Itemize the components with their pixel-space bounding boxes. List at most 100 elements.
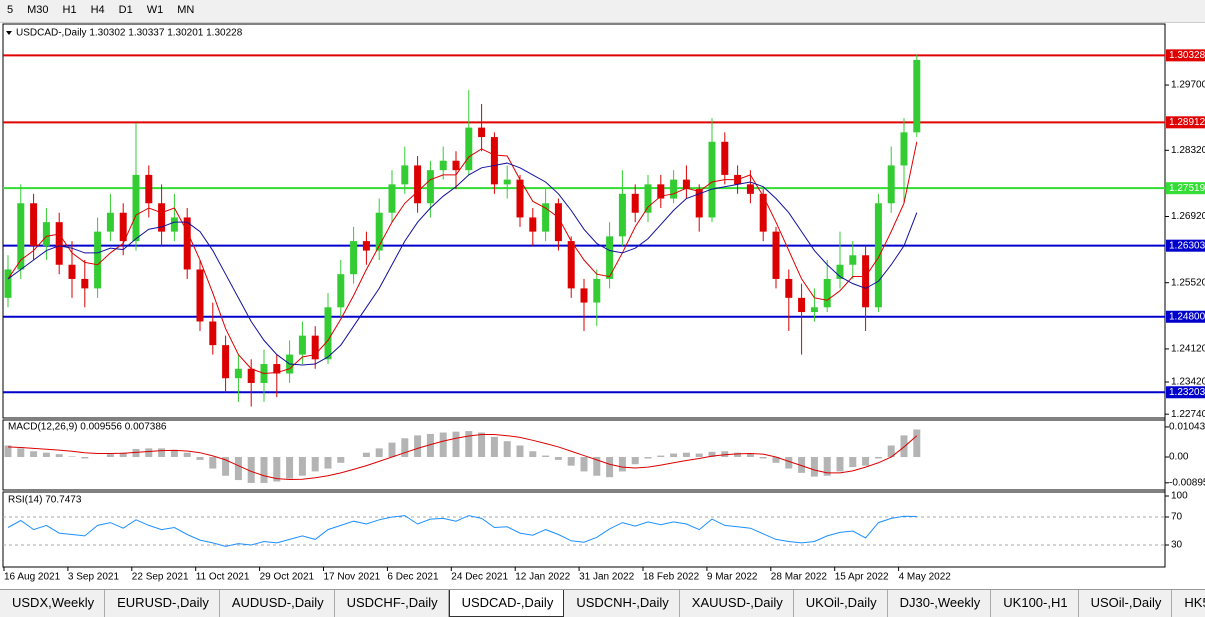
- macd-bar: [209, 457, 217, 469]
- macd-label: MACD(12,26,9) 0.009556 0.007386: [8, 422, 167, 433]
- y-tick-label: 1.22740: [1171, 409, 1205, 420]
- macd-bar: [670, 453, 678, 458]
- y-tick-label: 1.26920: [1171, 211, 1205, 222]
- candle-body: [772, 231, 780, 279]
- level-tag: [1166, 386, 1205, 399]
- timeframe-button[interactable]: 5: [7, 4, 14, 16]
- chart-tab[interactable]: USDCAD-,Daily: [448, 590, 565, 617]
- timeframe-button[interactable]: H1: [62, 4, 77, 16]
- candle-body: [503, 179, 511, 185]
- candle-body: [542, 203, 550, 232]
- y-tick-label: 0.00: [1169, 452, 1189, 463]
- y-tick-label: 1.28320: [1171, 145, 1205, 156]
- candle-body: [836, 264, 844, 279]
- candle-body: [567, 241, 575, 289]
- macd-bar: [490, 436, 498, 458]
- candle-body: [42, 222, 50, 246]
- candle-body: [887, 165, 895, 204]
- candle-body: [644, 184, 652, 213]
- macd-bar: [132, 448, 140, 458]
- chart-tab[interactable]: EURUSD-,Daily: [105, 590, 220, 617]
- candle-body: [145, 174, 153, 204]
- level-label: 1.27519: [1169, 183, 1205, 194]
- macd-bar: [644, 457, 652, 459]
- candle-body: [759, 193, 767, 232]
- candle-body: [516, 179, 524, 218]
- rsi-line: [7, 515, 917, 547]
- macd-bar: [734, 452, 742, 458]
- macd-bar: [759, 457, 767, 459]
- level-tag: [1166, 49, 1205, 62]
- macd-bar: [542, 455, 550, 458]
- candle-body: [324, 307, 332, 360]
- chart-tab[interactable]: USDCHF-,Daily: [335, 590, 449, 617]
- macd-bar: [81, 457, 89, 459]
- macd-bar: [695, 453, 703, 458]
- macd-bar: [183, 452, 191, 458]
- macd-bar: [503, 441, 511, 458]
- macd-bar: [746, 453, 754, 458]
- macd-bar: [145, 448, 153, 458]
- macd-bar: [68, 456, 76, 458]
- macd-bar: [30, 451, 38, 458]
- candle-body: [580, 288, 588, 303]
- y-tick-label: 100: [1171, 491, 1188, 502]
- macd-bar: [478, 432, 486, 458]
- x-tick-label: 24 Dec 2021: [451, 572, 508, 583]
- ma-slow: [7, 162, 918, 366]
- chart-tab[interactable]: USDCNH-,Daily: [564, 590, 680, 617]
- timeframe-button[interactable]: M30: [27, 4, 49, 16]
- chart-tab[interactable]: UK100-,H1: [991, 590, 1079, 617]
- macd-bar: [554, 457, 562, 460]
- macd-signal: [7, 434, 918, 480]
- chart-tab[interactable]: XAUUSD-,Daily: [680, 590, 794, 617]
- timeframe-button[interactable]: D1: [118, 4, 133, 16]
- candle-body: [529, 217, 537, 232]
- macd-bar: [158, 448, 166, 458]
- chart-tab[interactable]: DJ30-,Weekly: [888, 590, 992, 617]
- level-label: 1.30328: [1169, 50, 1205, 61]
- candle-body: [810, 307, 818, 313]
- chart-tab[interactable]: AUDUSD-,Daily: [220, 590, 335, 617]
- macd-bar: [657, 455, 665, 458]
- timeframe-button[interactable]: W1: [146, 4, 164, 16]
- macd-bar: [375, 448, 383, 458]
- candle-body: [823, 278, 831, 308]
- candle-body: [81, 278, 89, 289]
- macd-bar: [401, 438, 409, 458]
- timeframe-toolbar: 5 M30 H1 H4 D1 W1 MN: [0, 0, 1205, 23]
- candle-body: [606, 236, 614, 279]
- chart-bg: [0, 23, 1205, 589]
- x-tick-label: 11 Oct 2021: [196, 572, 250, 583]
- candle-body: [401, 165, 409, 185]
- chart-tab[interactable]: USOil-,Daily: [1079, 590, 1173, 617]
- candle-body: [631, 193, 639, 213]
- candle-body: [465, 127, 473, 171]
- chart-tab[interactable]: HK50-,I: [1172, 590, 1205, 617]
- candle-body: [849, 255, 857, 265]
- level-label: 1.26303: [1169, 240, 1205, 251]
- candle-body: [298, 335, 306, 355]
- timeframe-button[interactable]: MN: [177, 4, 195, 16]
- chart-tab[interactable]: UKOil-,Daily: [794, 590, 888, 617]
- macd-bar: [631, 457, 639, 465]
- chart-tab[interactable]: USDX,Weekly: [0, 590, 106, 617]
- timeframe-button[interactable]: H4: [90, 4, 105, 16]
- candle-body: [874, 203, 882, 308]
- candle-body: [490, 137, 498, 185]
- macd-bar: [273, 457, 281, 482]
- macd-bar: [836, 457, 844, 472]
- x-tick-label: 16 Aug 2021: [4, 572, 61, 583]
- candle-body: [17, 203, 25, 270]
- macd-bar: [887, 445, 895, 458]
- macd-bar: [721, 451, 729, 458]
- macd-bar: [196, 457, 204, 460]
- candle-body: [388, 184, 396, 213]
- x-tick-label: 28 Mar 2022: [771, 572, 828, 583]
- candle-body: [196, 269, 204, 322]
- ma-fast: [7, 141, 918, 375]
- x-tick-label: 3 Sep 2021: [68, 572, 120, 583]
- candle-body: [183, 217, 191, 270]
- macd-bar: [862, 457, 870, 466]
- x-tick-label: 29 Oct 2021: [260, 572, 315, 583]
